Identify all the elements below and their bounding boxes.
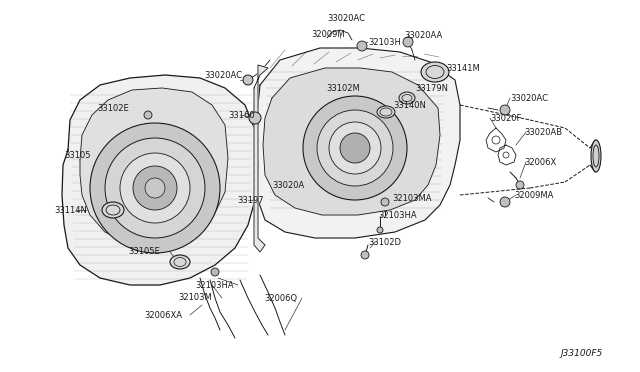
Circle shape [329,122,381,174]
Circle shape [211,268,219,276]
Polygon shape [255,48,460,238]
Text: 33020AC: 33020AC [204,71,242,80]
Ellipse shape [377,106,395,118]
Circle shape [120,153,190,223]
Circle shape [500,197,510,207]
Circle shape [381,198,389,206]
Text: 32103HA: 32103HA [378,211,417,219]
Circle shape [249,112,261,124]
Text: 33102E: 33102E [97,103,129,112]
Text: 33140N: 33140N [393,100,426,109]
Text: 33114N: 33114N [54,205,87,215]
Text: 32006X: 32006X [524,157,556,167]
Text: 33020AA: 33020AA [404,31,442,39]
Text: 33197: 33197 [237,196,264,205]
Text: 33102D: 33102D [368,237,401,247]
Text: 32006Q: 32006Q [264,294,297,302]
Circle shape [90,123,220,253]
Text: 32103H: 32103H [368,38,401,46]
Text: 32103MA: 32103MA [392,193,431,202]
Circle shape [500,105,510,115]
Circle shape [243,75,253,85]
Text: 32006XA: 32006XA [144,311,182,320]
Text: 33141M: 33141M [446,64,480,73]
Text: 33020AB: 33020AB [524,128,562,137]
Polygon shape [263,68,440,215]
Circle shape [357,41,367,51]
Text: 33020AC: 33020AC [327,13,365,22]
Circle shape [516,181,524,189]
Ellipse shape [170,255,190,269]
Circle shape [361,251,369,259]
Circle shape [144,111,152,119]
Circle shape [105,138,205,238]
Text: 32009MA: 32009MA [514,190,554,199]
Polygon shape [62,75,258,285]
Text: 32103M: 32103M [178,294,212,302]
Text: 33179N: 33179N [415,83,448,93]
Text: 33105E: 33105E [128,247,160,257]
Text: 32103HA: 32103HA [195,280,234,289]
Circle shape [403,37,413,47]
Circle shape [340,133,370,163]
Ellipse shape [399,92,415,104]
Circle shape [145,178,165,198]
Text: 33020AC: 33020AC [510,93,548,103]
Ellipse shape [102,202,124,218]
Text: 33102M: 33102M [326,83,360,93]
Polygon shape [254,65,268,252]
Text: 33105: 33105 [64,151,90,160]
Text: J33100F5: J33100F5 [560,350,602,359]
Text: 33020F: 33020F [490,113,522,122]
Ellipse shape [591,140,601,172]
Circle shape [303,96,407,200]
Text: 33020A: 33020A [272,180,304,189]
Text: 32009M: 32009M [311,29,345,38]
Ellipse shape [421,62,449,82]
Circle shape [317,110,393,186]
Polygon shape [80,88,228,245]
Circle shape [377,227,383,233]
Text: 33160: 33160 [228,110,255,119]
Circle shape [133,166,177,210]
